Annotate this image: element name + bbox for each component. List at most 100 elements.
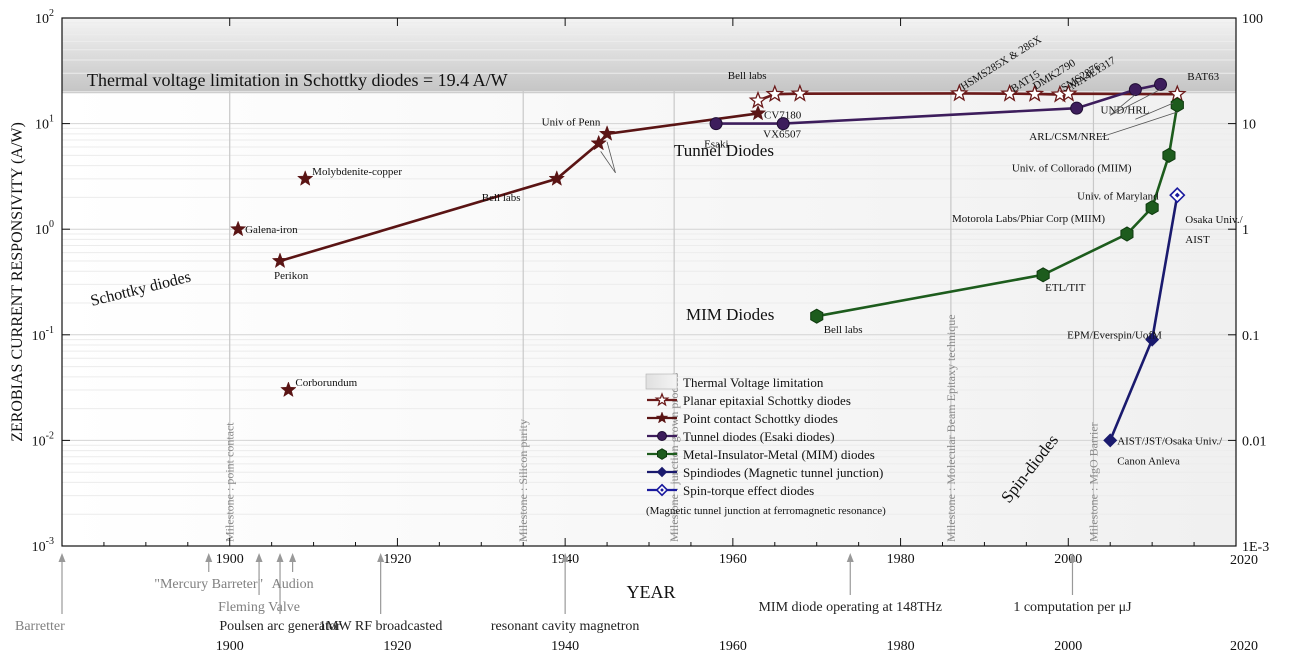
data-point — [1145, 200, 1159, 216]
marker-core — [1174, 192, 1180, 198]
y-tick-label-right: 100 — [1242, 12, 1263, 27]
point-label: Corborundum — [295, 377, 357, 389]
data-point — [748, 90, 768, 109]
point-label: Univ. of Maryland — [1077, 191, 1159, 203]
data-point — [1058, 83, 1078, 102]
point-label-line: Canon Anleva — [1117, 455, 1180, 467]
legend-label: Spindiodes (Magnetic tunnel junction) — [683, 465, 883, 480]
legend-note: (Magnetic tunnel junction at ferromagnet… — [646, 505, 886, 517]
legend-label: Point contact Schottky diodes — [683, 411, 838, 426]
data-point — [1036, 267, 1050, 283]
data-point — [1103, 433, 1118, 448]
y-tick-label-left: 10-1 — [32, 325, 54, 344]
leader-line — [1110, 89, 1161, 116]
point-label: Bell labs — [482, 192, 521, 204]
data-point — [810, 308, 824, 324]
timeline-arrowhead — [205, 553, 213, 562]
point-label: Univ. of Collorado (MIIM) — [1012, 162, 1132, 174]
timeline-event: Fleming Valve — [218, 600, 300, 615]
point-label-line: Osaka Univ./ — [1185, 214, 1243, 226]
thermal-limit-label: Thermal voltage limitation in Schottky d… — [87, 70, 508, 90]
timeline-arrowhead — [561, 553, 569, 562]
data-point — [598, 125, 616, 141]
point-label: Univ of Penn — [542, 116, 601, 128]
legend-marker — [654, 392, 670, 407]
leader-line — [1135, 102, 1174, 120]
point-label: Molybdenite-copper — [312, 166, 402, 178]
x-axis-label: YEAR — [627, 582, 676, 602]
timeline-arrowhead — [255, 553, 263, 562]
y-tick-base: 10 — [32, 434, 46, 449]
y-tick-label-right: 0.1 — [1242, 329, 1260, 344]
y-tick-exponent: -1 — [46, 325, 54, 336]
data-point — [949, 83, 969, 102]
legend-label: Thermal Voltage limitation — [683, 375, 824, 390]
marker-core — [660, 488, 664, 492]
y-tick-label-right: 1E-3 — [1242, 540, 1269, 555]
legend-marker — [655, 411, 669, 424]
thermal-limit-band — [62, 18, 1236, 94]
milestone-label: Milestone : Molecular Beam Epitaxy techn… — [944, 314, 958, 542]
data-point — [1162, 147, 1176, 163]
legend-label: Spin-torque effect diodes — [683, 483, 814, 498]
data-point — [1128, 83, 1142, 97]
point-label-line: AIST — [1185, 234, 1210, 246]
timeline-tick-label: 2000 — [1054, 639, 1082, 654]
data-point — [1170, 97, 1184, 113]
data-point — [280, 381, 297, 398]
data-point — [776, 117, 790, 131]
point-label: VX6507 — [763, 129, 801, 141]
data-point — [1000, 83, 1019, 102]
region-label-tunnel: Tunnel Diodes — [674, 141, 774, 160]
x-tick-label: 1960 — [719, 552, 747, 567]
point-label: ETL/TIT — [1045, 282, 1086, 294]
y-tick-base: 10 — [32, 540, 46, 555]
x-tick-label: 2020 — [1230, 553, 1258, 568]
timeline-event: 1MW RF broadcasted — [319, 619, 442, 634]
timeline-tick-label: 2020 — [1230, 639, 1258, 654]
data-point — [1120, 226, 1134, 242]
leader-line — [600, 151, 616, 174]
y-tick-base: 10 — [32, 329, 46, 344]
timeline-tick-label: 1900 — [216, 639, 244, 654]
data-point — [1169, 187, 1186, 204]
timeline-event: Poulsen arc generator — [219, 619, 341, 634]
legend-label: Planar epitaxial Schottky diodes — [683, 393, 851, 408]
timeline-arrowhead — [846, 553, 854, 562]
data-point — [1070, 101, 1084, 115]
timeline-arrowhead — [1068, 553, 1076, 562]
milestone-label: Milestone : Silicon purity — [516, 419, 530, 542]
timeline-event: Audion — [272, 577, 314, 592]
data-point — [590, 134, 607, 151]
timeline-event: Barretter — [15, 619, 65, 634]
y-tick-label-left: 10-2 — [32, 430, 54, 449]
legend-band-swatch — [645, 373, 678, 390]
point-label: Osaka Univ./ AIST — [1185, 214, 1243, 246]
data-point — [765, 84, 785, 103]
y-tick-label-left: 10-3 — [32, 536, 54, 555]
region-label-mim: MIM Diodes — [686, 305, 774, 324]
y-tick-exponent: 2 — [49, 8, 54, 19]
point-label: Galena-iron — [245, 224, 298, 236]
y-tick-label-right: 0.01 — [1242, 434, 1267, 449]
data-point — [1025, 84, 1045, 102]
y-tick-exponent: -3 — [46, 536, 54, 547]
point-label-line: AIST/JST/Osaka Univ./ — [1117, 435, 1223, 447]
y-tick-base: 10 — [35, 12, 49, 27]
x-tick-label: 1980 — [887, 552, 915, 567]
timeline-event: resonant cavity magnetron — [491, 619, 640, 634]
point-label: UND/HRL — [1101, 104, 1150, 116]
data-point — [790, 83, 810, 102]
leader-line — [1109, 94, 1136, 116]
milestone-label: Milestone : MgO Barrier — [1086, 422, 1100, 542]
x-tick-label: 2000 — [1054, 552, 1082, 567]
point-label: ARL/CSM/NREL — [1029, 131, 1109, 143]
y-axis-label: ZEROBIAS CURRENT RESPONSIVITY (A/W) — [9, 122, 26, 442]
data-point — [296, 170, 314, 186]
legend-label: Tunnel diodes (Esaki diodes) — [683, 429, 835, 444]
timeline-event: 1 computation per μJ — [1013, 600, 1132, 615]
data-point — [271, 252, 289, 269]
leader-line — [606, 141, 616, 173]
milestone-label: Milestone : junction grown process — [667, 372, 681, 542]
legend-marker — [655, 483, 669, 497]
